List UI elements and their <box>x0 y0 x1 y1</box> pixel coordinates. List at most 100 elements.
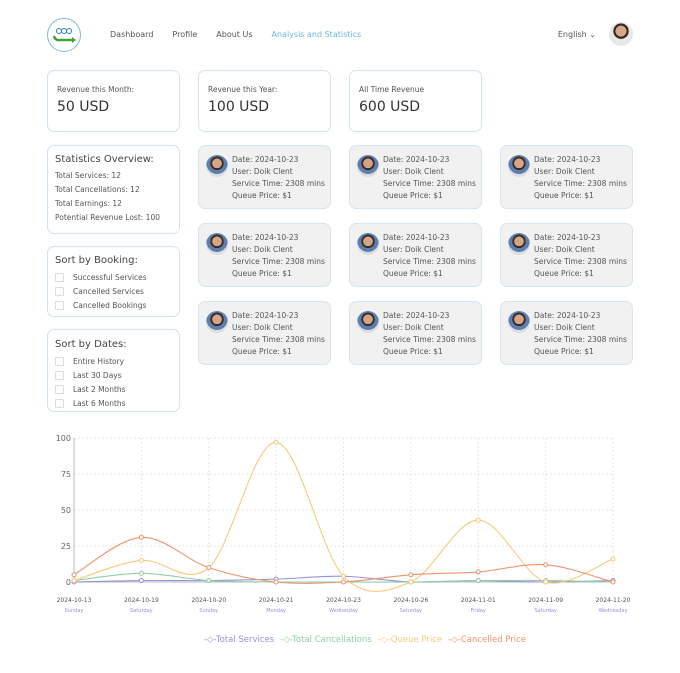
data-point <box>273 439 279 445</box>
language-label: English <box>557 30 587 39</box>
x-tick-label: 2024-11-09 <box>528 597 563 604</box>
checkbox-last-2-months[interactable]: Last 2 Months <box>55 382 172 396</box>
revenue-label: All Time Revenue <box>359 85 425 94</box>
service-price: Queue Price: $1 <box>534 269 594 278</box>
legend-item[interactable]: -◇-Queue Price <box>378 635 442 645</box>
data-point <box>341 573 346 579</box>
x-tick-label: 2024-11-01 <box>461 597 496 604</box>
service-date: Date: 2024-10-23 <box>232 155 299 164</box>
data-point <box>138 578 144 584</box>
service-user: User: Doik Clent <box>383 245 444 254</box>
nav-profile[interactable]: Profile <box>172 30 198 39</box>
checkbox-cancelled-bookings[interactable]: Cancelled Bookings <box>55 298 172 312</box>
data-point <box>543 579 549 585</box>
client-avatar <box>206 233 228 255</box>
checkbox-label: Cancelled Bookings <box>73 300 147 310</box>
service-price: Queue Price: $1 <box>534 347 594 356</box>
data-point <box>475 578 481 584</box>
client-avatar <box>508 311 530 333</box>
checkbox-cancelled-services[interactable]: Cancelled Services <box>55 284 172 298</box>
checkbox-label: Entire History <box>73 356 125 366</box>
service-price: Queue Price: $1 <box>534 191 594 200</box>
checkbox-entire-history[interactable]: Entire History <box>55 354 172 368</box>
data-point <box>138 557 144 563</box>
revenue-value: 100 USD <box>208 99 270 115</box>
service-time: Service Time: 2308 mins <box>232 179 325 188</box>
checkbox-label: Last 6 Months <box>73 398 126 408</box>
series-line-queue-price <box>73 441 614 592</box>
data-point <box>341 579 346 585</box>
client-avatar <box>508 155 530 177</box>
service-user: User: Doik Clent <box>534 323 595 332</box>
service-user: User: Doik Clent <box>232 167 293 176</box>
data-point <box>138 570 144 576</box>
x-tick-label: 2024-10-26 <box>393 597 428 604</box>
x-weekday-label: Wednesday <box>329 608 358 614</box>
checkbox-label: Successful Services <box>73 272 147 282</box>
chevron-down-icon: ⌄ <box>589 30 596 39</box>
x-tick-label: 2024-10-23 <box>326 597 361 604</box>
checkbox-label: Last 30 Days <box>73 370 122 380</box>
legend-item[interactable]: -◇-Total Cancellations <box>280 635 372 645</box>
service-time: Service Time: 2308 mins <box>534 257 627 266</box>
nav-about-us[interactable]: About Us <box>216 30 253 39</box>
service-card[interactable]: Date: 2024-10-23 User: Doik Clent Servic… <box>198 301 331 365</box>
legend-marker-icon: -◇- <box>448 635 461 645</box>
service-card[interactable]: Date: 2024-10-23 User: Doik Clent Servic… <box>349 301 482 365</box>
x-weekday-label: Sunday <box>65 608 84 614</box>
nav-dashboard[interactable]: Dashboard <box>110 30 154 39</box>
service-user: User: Doik Clent <box>383 167 444 176</box>
legend-label: Cancelled Price <box>460 635 527 645</box>
language-select[interactable]: English ⌄ <box>558 30 596 39</box>
service-card[interactable]: Date: 2024-10-23 User: Doik Clent Servic… <box>500 301 633 365</box>
service-time: Service Time: 2308 mins <box>534 179 627 188</box>
service-card[interactable]: Date: 2024-10-23 User: Doik Clent Servic… <box>500 223 633 287</box>
service-date: Date: 2024-10-23 <box>383 155 450 164</box>
sort-dates-title: Sort by Dates: <box>55 339 127 350</box>
checkbox-successful-services[interactable]: Successful Services <box>55 270 172 284</box>
user-avatar[interactable] <box>609 22 633 46</box>
top-nav: Dashboard Profile About Us Analysis and … <box>47 18 633 54</box>
client-avatar <box>357 233 379 255</box>
service-date: Date: 2024-10-23 <box>383 311 450 320</box>
client-avatar <box>508 233 530 255</box>
service-user: User: Doik Clent <box>534 245 595 254</box>
service-card[interactable]: Date: 2024-10-23 User: Doik Clent Servic… <box>198 223 331 287</box>
data-point <box>71 572 77 578</box>
service-card[interactable]: Date: 2024-10-23 User: Doik Clent Servic… <box>349 223 482 287</box>
x-tick-label: 2024-10-13 <box>57 597 92 604</box>
legend-item[interactable]: -◇-Total Services <box>204 635 274 645</box>
service-card[interactable]: Date: 2024-10-23 User: Doik Clent Servic… <box>198 145 331 209</box>
data-point <box>408 579 414 585</box>
data-point <box>273 579 279 585</box>
client-avatar <box>357 155 379 177</box>
service-user: User: Doik Clent <box>383 323 444 332</box>
revenue-label: Revenue this Month: <box>57 85 135 94</box>
y-tick-label: 0 <box>66 578 71 587</box>
revenue-value: 50 USD <box>57 99 110 115</box>
y-tick-label: 50 <box>61 506 71 515</box>
service-price: Queue Price: $1 <box>383 347 443 356</box>
checkbox-last-30-days[interactable]: Last 30 Days <box>55 368 172 382</box>
checkbox-last-6-months[interactable]: Last 6 Months <box>55 396 172 410</box>
service-price: Queue Price: $1 <box>232 269 292 278</box>
service-card[interactable]: Date: 2024-10-23 User: Doik Clent Servic… <box>500 145 633 209</box>
service-date: Date: 2024-10-23 <box>232 311 299 320</box>
line-chart: 0 25 50 75 100 2024-10-13 Sunday 2024-10-19 Satu… <box>56 434 631 614</box>
stats-title: Statistics Overview: <box>55 154 154 165</box>
sort-by-booking: Sort by Booking: Successful Services Can… <box>47 246 180 317</box>
data-point <box>475 569 481 575</box>
service-date: Date: 2024-10-23 <box>383 233 450 242</box>
x-weekday-label: Wednesday <box>599 608 628 614</box>
stat-line: Total Earnings: 12 <box>55 199 122 208</box>
service-price: Queue Price: $1 <box>383 191 443 200</box>
x-tick-label: 2024-10-19 <box>124 597 159 604</box>
stat-line: Potential Revenue Lost: 100 <box>55 213 160 222</box>
service-card[interactable]: Date: 2024-10-23 User: Doik Clent Servic… <box>349 145 482 209</box>
nav-analysis-statistics[interactable]: Analysis and Statistics <box>271 30 362 39</box>
legend-label: Total Cancellations <box>292 635 372 645</box>
data-point <box>71 578 77 584</box>
logo[interactable] <box>47 18 81 52</box>
legend-item[interactable]: -◇-Cancelled Price <box>448 635 526 645</box>
service-date: Date: 2024-10-23 <box>534 233 601 242</box>
